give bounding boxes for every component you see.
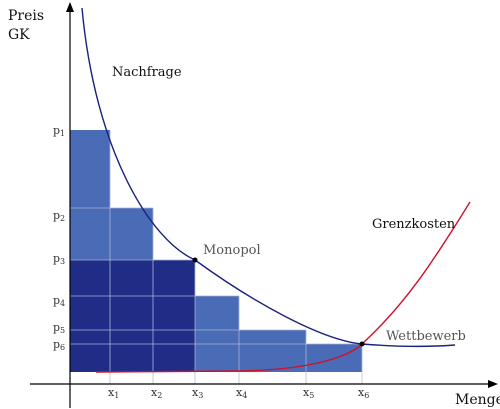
monopoly-label: Monopol <box>203 243 261 258</box>
y-axis-subtitle: GK <box>8 27 30 43</box>
quantity-tick-x4: x4 <box>236 386 247 400</box>
guide-lines <box>109 372 363 384</box>
price-tick-p5: p5 <box>53 321 65 335</box>
price-ticks: p1 p2 p3 p4 p5 p6 <box>53 124 65 352</box>
x-axis-title: Menge <box>455 392 500 408</box>
bar-p5 <box>239 330 306 372</box>
competition-point <box>359 341 365 347</box>
quantity-tick-x1: x1 <box>108 386 119 400</box>
competition-label: Wettbewerb <box>386 329 466 344</box>
y-axis-title: Preis <box>8 8 44 24</box>
price-tick-p2: p2 <box>53 209 65 223</box>
quantity-tick-x5: x5 <box>303 386 314 400</box>
bar-p4 <box>195 296 239 372</box>
axes <box>30 8 492 408</box>
x-axis-arrow <box>488 380 498 388</box>
price-tick-p1: p1 <box>53 124 65 138</box>
price-tick-p4: p4 <box>53 294 65 308</box>
demand-label: Nachfrage <box>112 65 182 80</box>
y-axis-arrow <box>66 2 74 12</box>
quantity-ticks: x1 x2 x3 x4 x5 x6 <box>108 386 369 400</box>
demand-curve <box>81 7 456 348</box>
marginal-cost-label: Grenzkosten <box>372 217 456 232</box>
monopoly-revenue-area <box>70 260 195 372</box>
price-tick-p6: p6 <box>53 338 65 352</box>
quantity-tick-x6: x6 <box>358 386 369 400</box>
grid-lines <box>70 130 363 372</box>
quantity-tick-x2: x2 <box>151 386 162 400</box>
monopoly-point <box>192 257 198 263</box>
price-tick-p3: p3 <box>53 252 65 266</box>
quantity-tick-x3: x3 <box>192 386 203 400</box>
